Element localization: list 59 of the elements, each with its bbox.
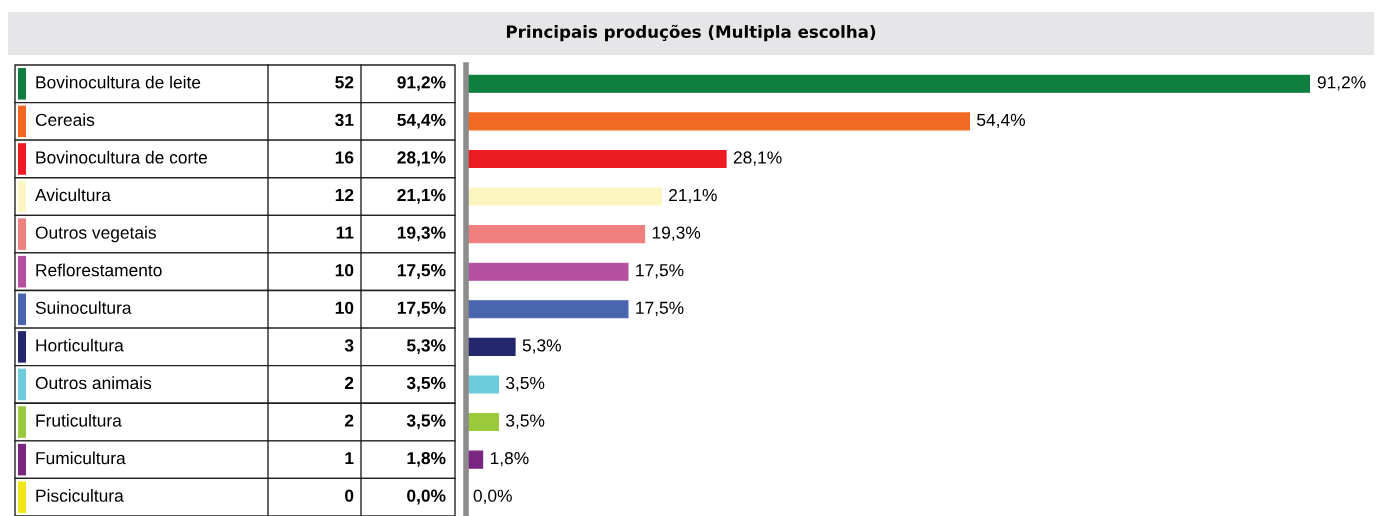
text: 17,5% [636,301,684,316]
text: 10 [335,301,354,314]
data-label: 28,1% [397,151,446,167]
text: 2 [344,414,354,427]
y-tick-label: Cereais [35,113,95,127]
text: 1,8% [490,451,529,467]
text: 31 [335,113,354,127]
text: 17,5% [636,264,684,279]
text: 3,5% [506,414,545,429]
data-label: 17,5% [397,264,446,279]
chart-title: Principais produções (Multipla escolha) [506,24,876,42]
y-tick-label: Avicultura [35,188,111,202]
bar [466,262,629,281]
y-tick-label: Piscicultura [36,489,124,502]
bar [466,337,516,356]
bar [466,149,727,168]
bar [466,225,646,244]
data-label: 21,1% [397,188,446,204]
text: 91,2% [1317,76,1366,91]
y-tick-label: Reflorestamento [36,263,162,277]
bar [466,187,662,206]
data-label: 19,3% [397,226,446,242]
y-tick-label: Fumicultura [36,451,126,465]
text: 0,0% [473,489,512,504]
data-label: 5,3% [406,339,446,355]
text: 11 [336,226,354,239]
data-label: 3,5% [406,376,446,392]
text: 12 [335,188,354,202]
text: 21,1% [669,188,717,204]
text: 2 [344,376,354,389]
y-tick-label: Fruticultura [36,413,122,427]
y-tick-label: Bovinocultura de corte [36,150,207,164]
text: 52 [335,76,354,89]
bar [466,112,970,131]
y-tick-label: Horticultura [36,338,124,352]
bar [466,413,499,432]
text: 0 [345,489,354,502]
data-label: 3,5% [406,414,446,430]
text: 5,3% [522,339,561,354]
text: 3,5% [506,376,545,392]
bar [466,375,499,394]
bar [466,300,629,319]
data-label: 17,5% [397,301,446,317]
text: 54,4% [977,113,1025,129]
text: 3 [344,339,354,352]
data-label: 1,8% [407,451,446,467]
text: 10 [335,264,354,277]
y-tick-label: Outros animais [35,376,152,390]
bar [466,74,1310,93]
y-tick-label: Bovinocultura de leite [36,75,201,89]
text: 19,3% [652,226,701,241]
text: 28,1% [733,151,782,166]
data-label: 91,2% [397,76,446,91]
data-label: 54,4% [397,113,446,129]
text: 1 [345,452,354,465]
y-tick-label: Suinocultura [35,301,132,314]
y-tick-label: Outros vegetais [35,226,156,243]
text: 16 [335,151,354,164]
data-label: 0,0% [407,489,446,505]
